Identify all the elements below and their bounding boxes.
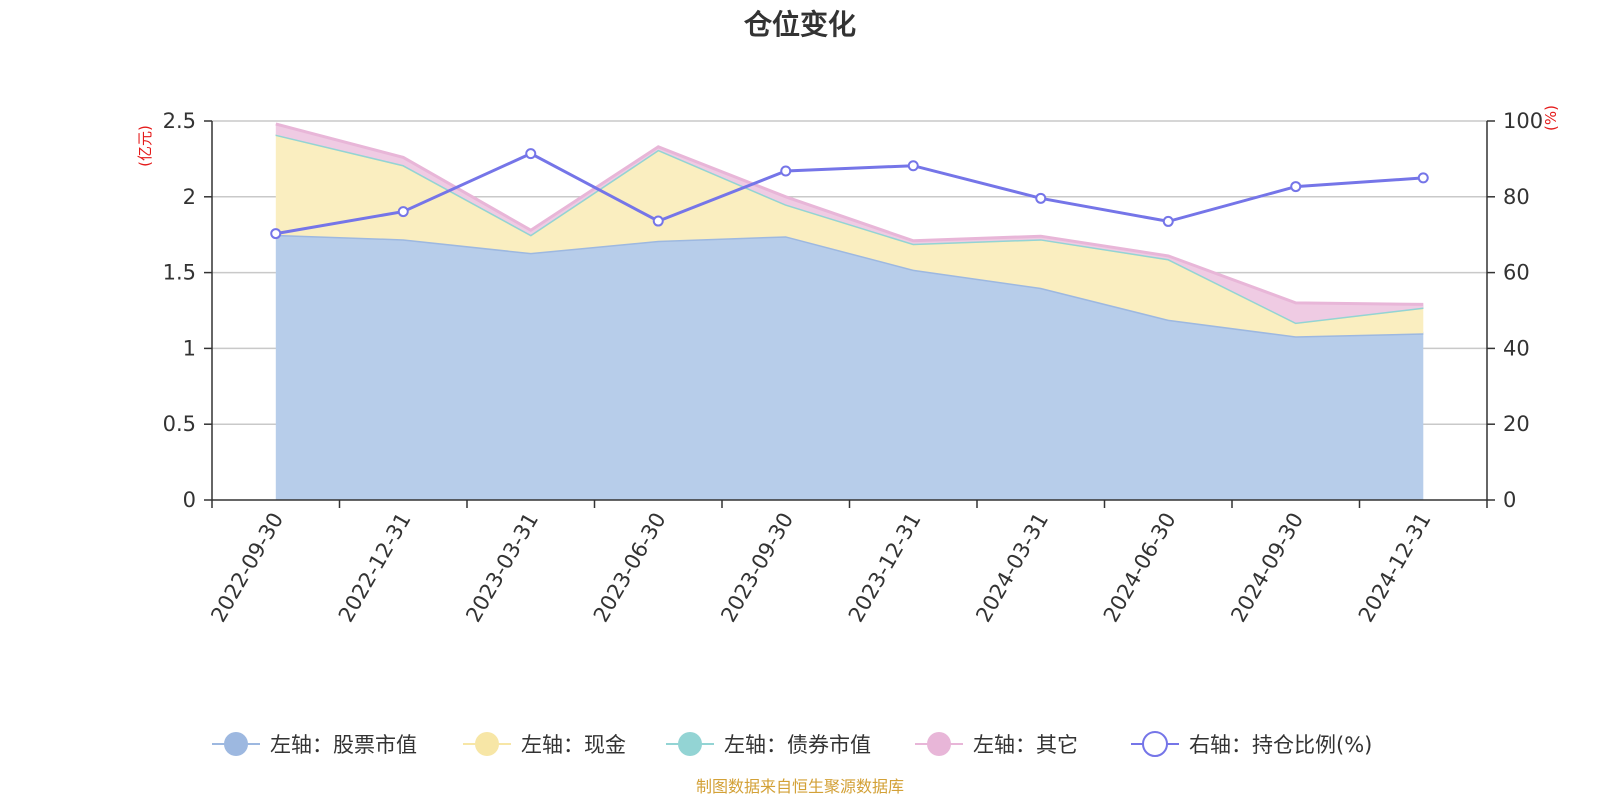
- left-tick-label: 2: [183, 185, 196, 209]
- ratio-point: [1290, 181, 1302, 193]
- left-axis-unit: (亿元): [136, 125, 154, 167]
- legend-item[interactable]: 左轴：债券市值: [666, 732, 871, 757]
- x-tick-label: 2024-06-30: [1099, 509, 1181, 627]
- x-tick-label: 2023-03-31: [461, 509, 543, 627]
- ratio-line-layer: [270, 148, 1429, 240]
- legend-swatch-marker: [927, 732, 951, 756]
- left-tick-label: 1: [183, 336, 196, 360]
- right-tick-label: 100: [1503, 109, 1543, 133]
- area-其它: [275, 124, 1424, 323]
- chart-title: 仓位变化: [744, 8, 856, 41]
- ratio-point: [270, 228, 282, 240]
- ratio-point: [397, 206, 409, 218]
- right-axis-ticks: 0 20 40 60 80 100: [1487, 109, 1543, 512]
- x-tick-label: 2022-09-30: [206, 509, 288, 627]
- left-tick-label: 0.5: [163, 412, 196, 436]
- left-tick-label: 0: [183, 488, 196, 512]
- legend-label: 左轴：现金: [521, 733, 626, 757]
- left-tick-label: 2.5: [163, 109, 196, 133]
- area-股票市值: [275, 234, 1424, 500]
- legend-label: 左轴：其它: [973, 733, 1078, 757]
- ratio-point: [1417, 172, 1429, 184]
- legend-swatch-marker: [475, 732, 499, 756]
- left-axis-ticks: 0 0.5 1 1.5 2 2.5: [163, 109, 212, 512]
- ratio-line: [275, 151, 1424, 236]
- x-tick-label: 2023-12-31: [844, 509, 926, 627]
- x-tick-label: 2024-09-30: [1226, 509, 1308, 627]
- right-tick-label: 60: [1503, 261, 1530, 285]
- x-tick-label: 2023-06-30: [589, 509, 671, 627]
- x-tick-label: 2022-12-31: [334, 509, 416, 627]
- area-edge-其它: [275, 122, 1424, 306]
- ratio-point: [652, 215, 664, 227]
- legend-label: 左轴：股票市值: [270, 733, 417, 757]
- legend[interactable]: 左轴：股票市值 左轴：现金 左轴：债券市值 左轴：其它 右轴：持仓比例(%): [212, 731, 1372, 757]
- legend-label: 右轴：持仓比例(%): [1189, 733, 1372, 757]
- legend-item[interactable]: 左轴：现金: [463, 732, 626, 757]
- legend-label: 左轴：债券市值: [724, 733, 871, 757]
- x-tick-label: 2024-03-31: [971, 509, 1053, 627]
- right-tick-label: 20: [1503, 412, 1530, 436]
- legend-swatch-marker: [224, 732, 248, 756]
- ratio-point: [907, 160, 919, 172]
- ratio-point: [525, 148, 537, 160]
- legend-item[interactable]: 左轴：其它: [915, 732, 1078, 757]
- x-tick-label: 2024-12-31: [1354, 509, 1436, 627]
- x-tick-label: 2023-09-30: [716, 509, 798, 627]
- area-layer: [275, 122, 1424, 500]
- legend-item[interactable]: 右轴：持仓比例(%): [1131, 731, 1372, 757]
- right-tick-label: 40: [1503, 336, 1530, 360]
- source-note: 制图数据来自恒生聚源数据库: [696, 777, 904, 796]
- legend-swatch-marker: [1142, 731, 1168, 757]
- area-现金: [275, 134, 1424, 337]
- legend-item[interactable]: 左轴：股票市值: [212, 732, 417, 757]
- ratio-point: [780, 165, 792, 177]
- right-tick-label: 0: [1503, 488, 1516, 512]
- legend-swatch-marker: [678, 732, 702, 756]
- ratio-point: [1162, 215, 1174, 227]
- x-axis-ticks: 2022-09-30 2022-12-31 2023-03-31 2023-06-30…: [206, 500, 1488, 627]
- right-axis-unit: (%): [1542, 105, 1560, 131]
- ratio-point: [1035, 192, 1047, 204]
- left-tick-label: 1.5: [163, 261, 196, 285]
- right-tick-label: 80: [1503, 185, 1530, 209]
